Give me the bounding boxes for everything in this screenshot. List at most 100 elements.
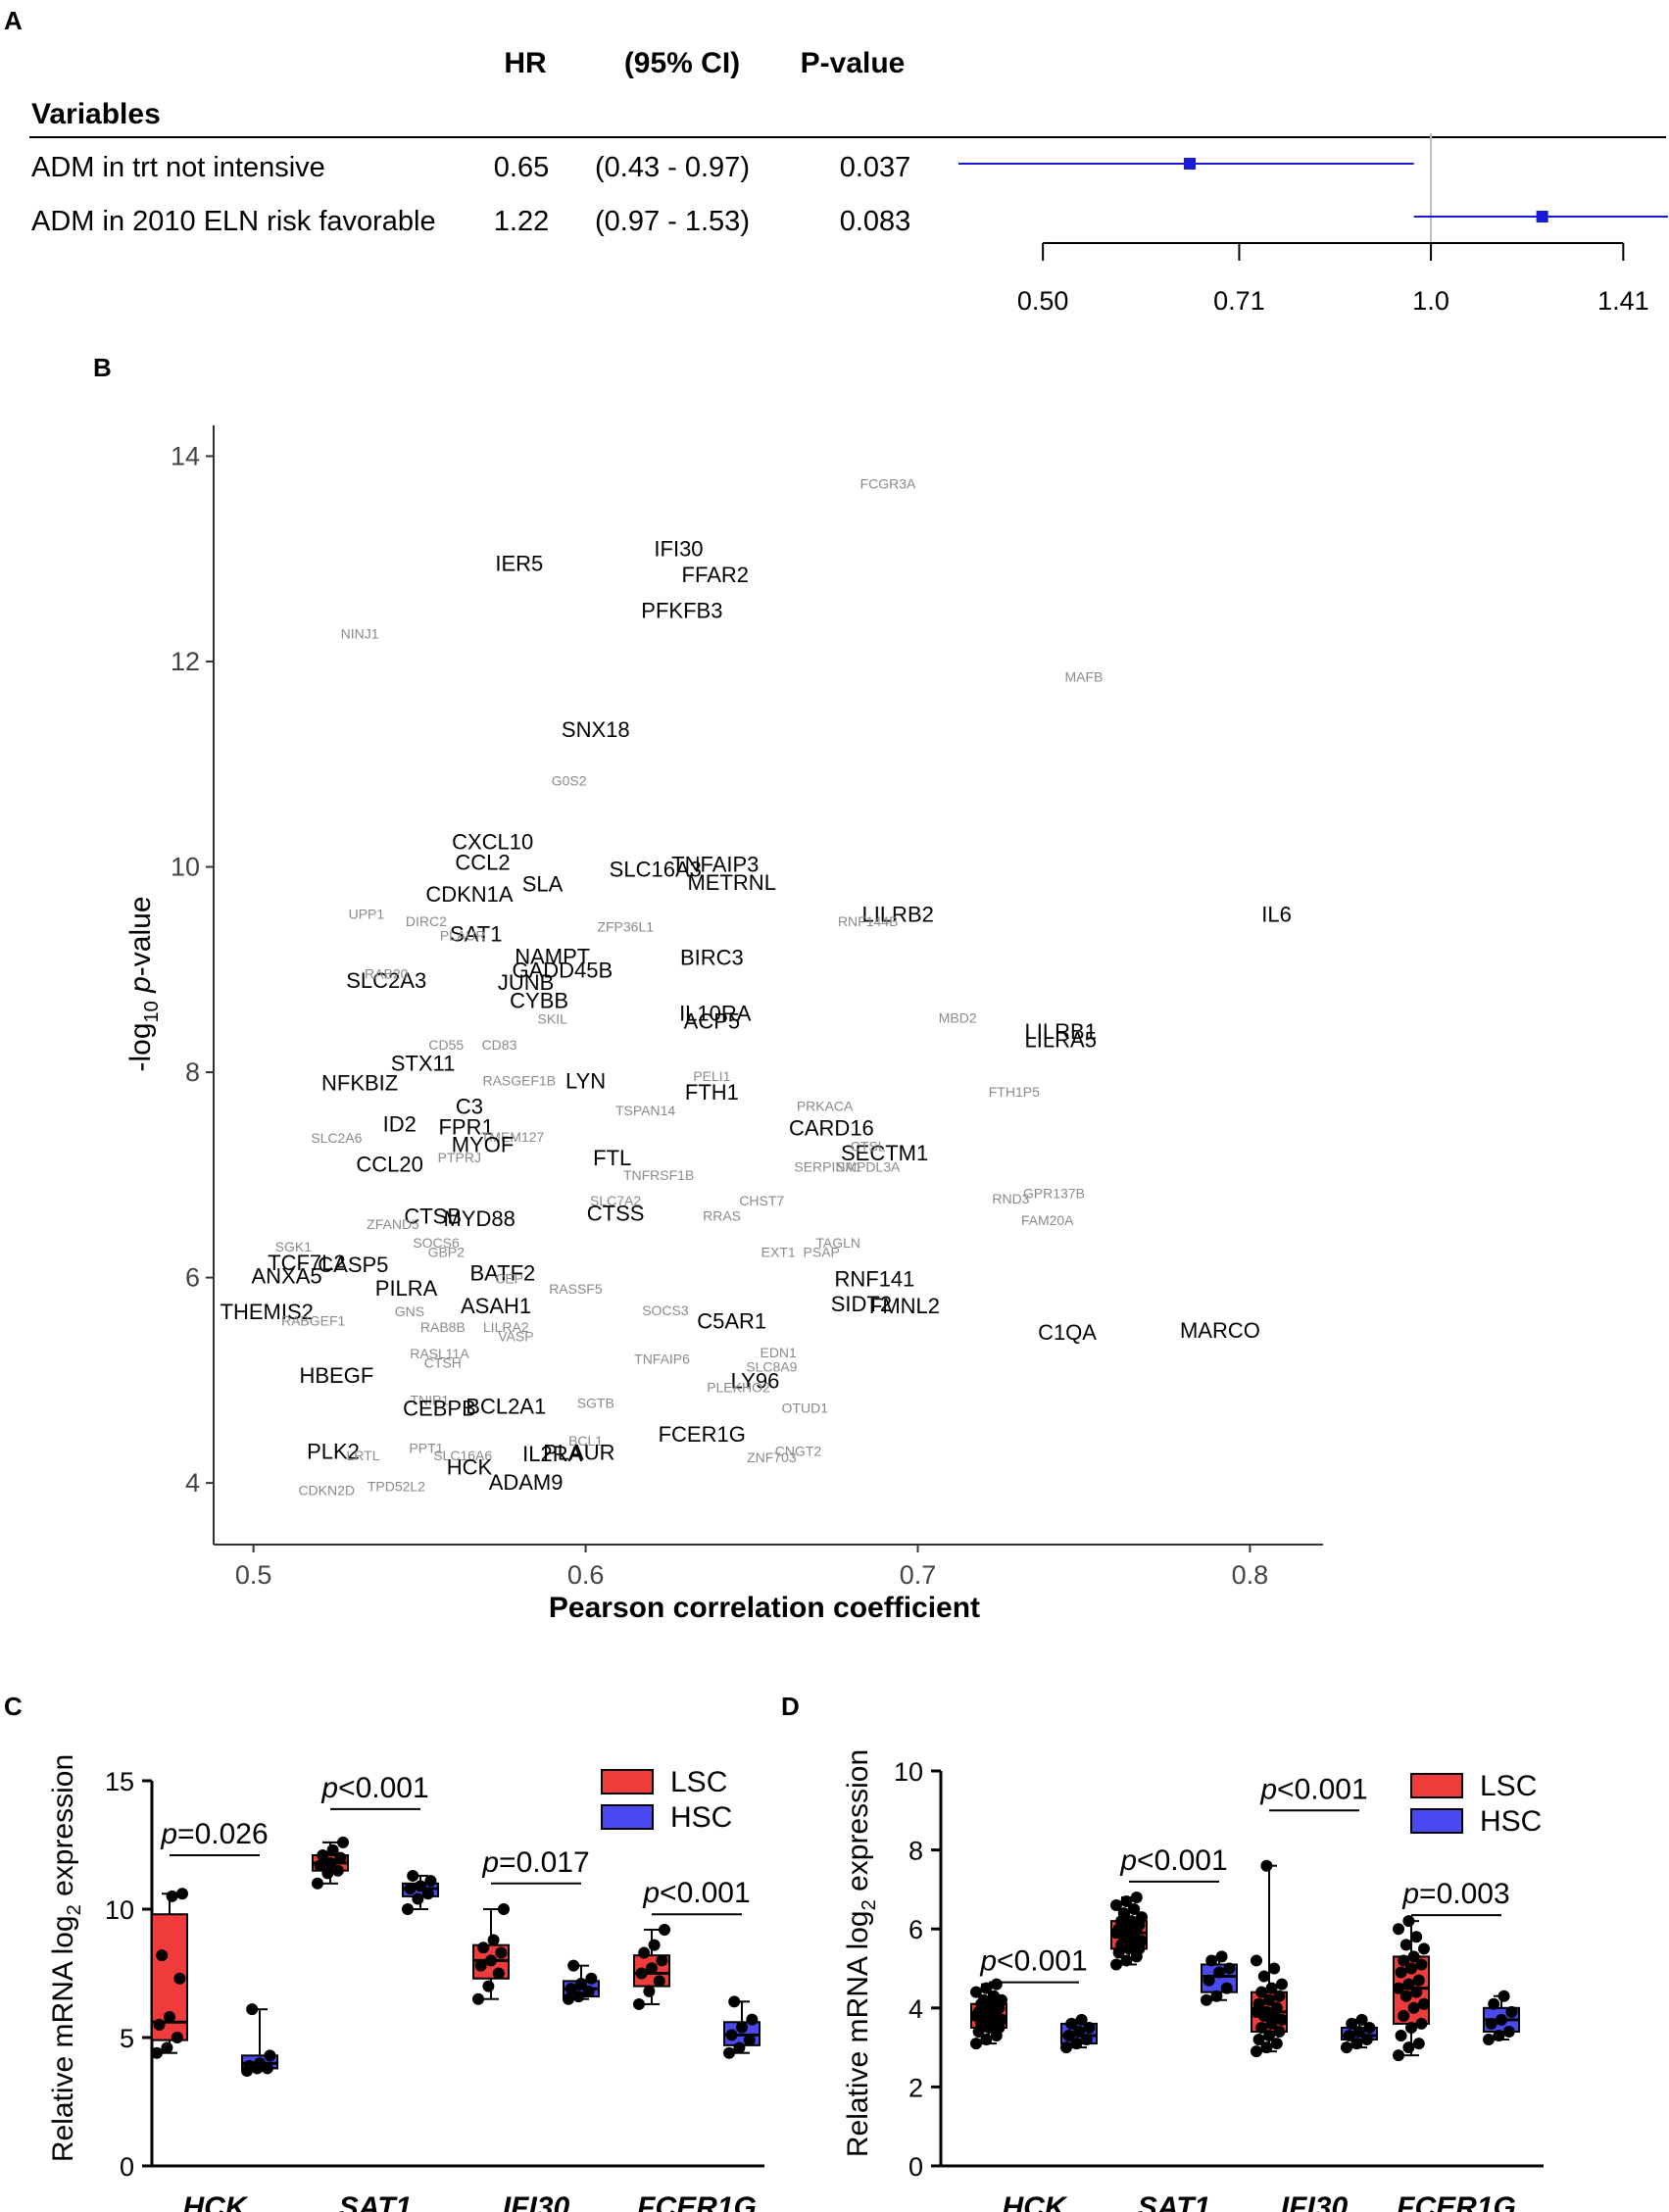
lsc-data-point [485, 1954, 497, 1967]
forest-x-tick-label: 1.41 [1597, 286, 1649, 316]
hsc-data-point [736, 2021, 748, 2034]
lsc-data-point [1255, 2021, 1268, 2034]
gene-label: G0S2 [552, 773, 587, 789]
header-pvalue: P-value [801, 47, 906, 79]
lsc-data-point [1260, 1859, 1273, 1872]
forest-plot-panel: HR (95% CI) P-value Variables ADM in trt… [29, 47, 1668, 316]
lsc-data-point [1418, 1942, 1430, 1955]
gene-label: PLAUR [440, 928, 486, 944]
lsc-data-point [1268, 1962, 1281, 1975]
gene-label-highlight: SLA [522, 871, 564, 896]
legend-label: HSC [1480, 1805, 1542, 1838]
category-label: HCK [183, 2191, 249, 2212]
lsc-data-point [1130, 1891, 1143, 1903]
gene-label: TNFRSF1B [623, 1167, 694, 1183]
box-y-tick-label: 10 [105, 1895, 134, 1925]
hsc-data-point [728, 1995, 741, 2008]
lsc-data-point [1398, 2009, 1410, 2022]
category-label: IFI30 [1281, 2191, 1349, 2212]
gene-label: OTUD1 [782, 1401, 829, 1416]
boxplot-panel-d: 0 2 4 6 8 10 p<0.001 HCK p<0.001 SAT1 p<0.001 IFI30… [842, 1749, 1544, 2212]
hr-marker [1536, 211, 1548, 222]
gene-label: MAFB [1065, 669, 1104, 685]
scatter-y-tick-label: 8 [185, 1057, 200, 1087]
lsc-data-point [1393, 1923, 1404, 1936]
gene-label-highlight: PILRA [375, 1276, 438, 1301]
gene-label-highlight: MYD88 [443, 1206, 515, 1231]
gene-label-highlight: FPR1 [438, 1115, 493, 1140]
lsc-data-point [474, 1959, 487, 1972]
lsc-data-point [495, 1946, 508, 1959]
legend-swatch [1410, 1808, 1463, 1834]
lsc-data-point [151, 2046, 163, 2059]
gene-label: DIRC2 [406, 913, 447, 929]
gene-label: CTSL [851, 1138, 886, 1154]
gene-label-highlight: IL10RA [679, 1001, 752, 1025]
gene-label-highlight: SECTM1 [841, 1141, 928, 1165]
lsc-data-point [164, 2011, 175, 2024]
gene-label-highlight: SNX18 [562, 717, 630, 742]
lsc-data-point [472, 1992, 484, 2005]
category-label: IFI30 [503, 2191, 570, 2212]
gene-label-highlight: C3 [456, 1095, 483, 1119]
lsc-data-point [173, 1972, 186, 1985]
gene-label: PLEKHO2 [707, 1380, 770, 1396]
gene-label-highlight: SAT1 [450, 922, 502, 947]
gene-label-highlight: NFKBIZ [321, 1071, 398, 1096]
gene-label: RNF144B [838, 913, 898, 929]
gene-label: PELI1 [693, 1068, 730, 1084]
lsc-data-point [980, 1982, 993, 1994]
gene-label-highlight: SLC16A3 [610, 858, 702, 882]
row-2-pvalue: 0.083 [840, 206, 911, 237]
hsc-data-point [1220, 1982, 1233, 1994]
hsc-data-point [1496, 2013, 1507, 2026]
gene-label-highlight: FTL [593, 1146, 631, 1170]
hsc-data-point [1485, 2017, 1497, 2030]
header-variables: Variables [31, 98, 161, 130]
lsc-data-point [1399, 1939, 1412, 1951]
gene-label-highlight: LILRB2 [861, 903, 933, 927]
gene-label: FAM20A [1021, 1212, 1074, 1228]
gene-label-highlight: MARCO [1180, 1318, 1260, 1343]
scatter-x-tick-label: 0.7 [900, 1560, 937, 1590]
p-value-label: p<0.001 [320, 1772, 428, 1804]
hsc-data-point [1483, 2034, 1495, 2046]
gene-label: RND3 [992, 1191, 1029, 1206]
p-value-label: p<0.001 [1119, 1844, 1227, 1877]
gene-label-highlight: TNFAIP3 [671, 852, 759, 876]
gene-label: PPT1 [409, 1441, 443, 1456]
hsc-data-point [1060, 2041, 1072, 2054]
gene-label: RASGEF1B [482, 1072, 556, 1088]
category-label: FCER1G [637, 2191, 757, 2212]
gene-label-highlight: BCL2A1 [466, 1395, 546, 1419]
lsc-data-point [312, 1877, 323, 1890]
gene-label-highlight: IFI30 [654, 537, 703, 562]
lsc-data-point [1402, 2041, 1415, 2054]
p-value-label: p=0.017 [481, 1846, 589, 1879]
gene-label: SKIL [538, 1011, 568, 1027]
hsc-data-point [1213, 1966, 1225, 1979]
gene-label: NINJ1 [341, 626, 379, 642]
lsc-data-point [1276, 1978, 1288, 1991]
box-y-tick-label: 0 [908, 2152, 923, 2182]
gene-label: MBD2 [939, 1010, 977, 1026]
lsc-data-point [171, 2032, 183, 2043]
gene-label: CHST7 [739, 1193, 784, 1208]
scatter-x-tick-label: 0.8 [1232, 1560, 1269, 1590]
row-1-variable: ADM in trt not intensive [31, 152, 325, 183]
lsc-data-point [1260, 2005, 1273, 2018]
gene-label-highlight: CYBB [510, 989, 568, 1013]
hsc-data-point [733, 2041, 746, 2054]
boxplot-d-y-axis-label: Relative mRNA log2 expression [842, 1749, 880, 2157]
gene-label-highlight: CDKN1A [425, 882, 514, 907]
lsc-data-point [1110, 1899, 1122, 1912]
gene-label: SLC2A6 [311, 1130, 362, 1146]
lsc-data-point [1252, 2034, 1265, 2046]
hsc-data-point [1505, 2005, 1518, 2018]
gene-label: FCGR3A [860, 476, 916, 492]
legend-swatch [601, 1804, 654, 1830]
lsc-data-point [1260, 2041, 1273, 2054]
hsc-data-point [1215, 1950, 1228, 1963]
lsc-data-point [1412, 2038, 1425, 2050]
hsc-data-point [404, 1883, 417, 1895]
